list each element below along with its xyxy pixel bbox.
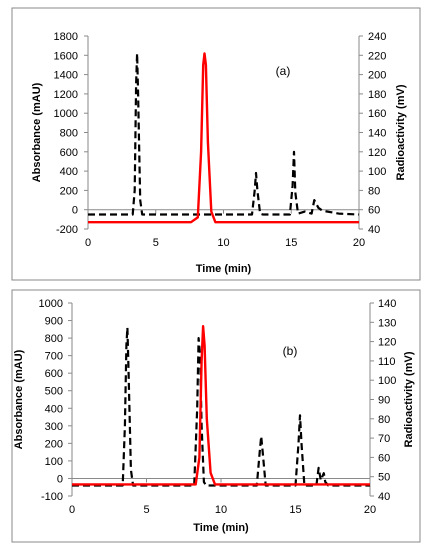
chart-panel-1: -200020040060080010001200140016001800406… — [11, 7, 421, 281]
right-tick-label: 60 — [368, 205, 380, 217]
right-y-axis-title: Radioactivity (mV) — [395, 84, 407, 180]
right-tick-label: 120 — [378, 337, 396, 349]
panel-label: (b) — [283, 344, 298, 358]
right-tick-label: 40 — [378, 491, 390, 503]
x-tick-label: 5 — [153, 237, 159, 249]
right-tick-label: 80 — [378, 414, 390, 426]
left-tick-label: 0 — [57, 473, 63, 485]
right-tick-label: 200 — [368, 70, 386, 82]
right-tick-label: 180 — [368, 89, 386, 101]
left-tick-label: 1800 — [54, 31, 78, 43]
right-tick-label: 40 — [368, 224, 380, 236]
left-tick-label: 800 — [60, 128, 78, 140]
right-tick-label: 100 — [378, 375, 396, 387]
x-axis-title: Time (min) — [196, 263, 252, 275]
right-tick-label: 140 — [378, 298, 396, 310]
left-tick-label: 600 — [45, 368, 63, 380]
left-y-axis-title: Absorbance (mAU) — [31, 82, 43, 182]
x-tick-label: 15 — [285, 237, 297, 249]
left-tick-label: 800 — [45, 333, 63, 345]
x-tick-label: 0 — [69, 504, 75, 516]
panel-frame — [11, 7, 421, 281]
x-axis-title: Time (min) — [193, 522, 249, 534]
left-tick-label: 0 — [72, 205, 78, 217]
radioactivity-series-line — [72, 325, 370, 486]
chart-panel-2: -100010020030040050060070080090010004050… — [11, 289, 421, 543]
right-tick-label: 160 — [368, 108, 386, 120]
right-tick-label: 240 — [368, 31, 386, 43]
right-tick-label: 140 — [368, 128, 386, 140]
right-tick-label: 80 — [368, 185, 380, 197]
left-tick-label: 1000 — [39, 298, 63, 310]
x-tick-label: 20 — [364, 504, 376, 516]
left-tick-label: 1200 — [54, 89, 78, 101]
left-tick-label: 1000 — [54, 108, 78, 120]
right-tick-label: 120 — [368, 147, 386, 159]
left-tick-label: 600 — [60, 147, 78, 159]
left-tick-label: 200 — [45, 438, 63, 450]
x-tick-label: 5 — [143, 504, 149, 516]
right-tick-label: 60 — [378, 452, 390, 464]
left-y-axis-title: Absorbance (mAU) — [13, 349, 25, 449]
absorbance-series-line — [72, 326, 370, 487]
left-tick-label: 400 — [60, 166, 78, 178]
left-tick-label: 900 — [45, 316, 63, 328]
x-tick-label: 15 — [289, 504, 301, 516]
left-tick-label: 1400 — [54, 70, 78, 82]
right-y-axis-title: Radioactivity (mV) — [403, 351, 415, 447]
left-tick-label: 400 — [45, 403, 63, 415]
right-tick-label: 130 — [378, 317, 396, 329]
right-tick-label: 90 — [378, 395, 390, 407]
x-tick-label: 20 — [353, 237, 365, 249]
left-tick-label: 300 — [45, 421, 63, 433]
panel-frame — [11, 289, 421, 543]
left-tick-label: 100 — [45, 456, 63, 468]
right-tick-label: 100 — [368, 166, 386, 178]
left-tick-label: -200 — [56, 224, 78, 236]
right-tick-label: 220 — [368, 50, 386, 62]
radioactivity-series-line — [88, 52, 359, 224]
right-tick-label: 110 — [378, 356, 396, 368]
left-tick-label: 500 — [45, 386, 63, 398]
left-tick-label: 200 — [60, 185, 78, 197]
left-tick-label: -100 — [41, 491, 63, 503]
x-tick-label: 10 — [215, 504, 227, 516]
right-tick-label: 50 — [378, 472, 390, 484]
absorbance-series-line — [88, 52, 360, 216]
right-tick-label: 70 — [378, 433, 390, 445]
left-tick-label: 700 — [45, 351, 63, 363]
x-tick-label: 10 — [217, 237, 229, 249]
left-tick-label: 1600 — [54, 50, 78, 62]
x-tick-label: 0 — [85, 237, 91, 249]
panel-label: (a) — [276, 64, 291, 78]
